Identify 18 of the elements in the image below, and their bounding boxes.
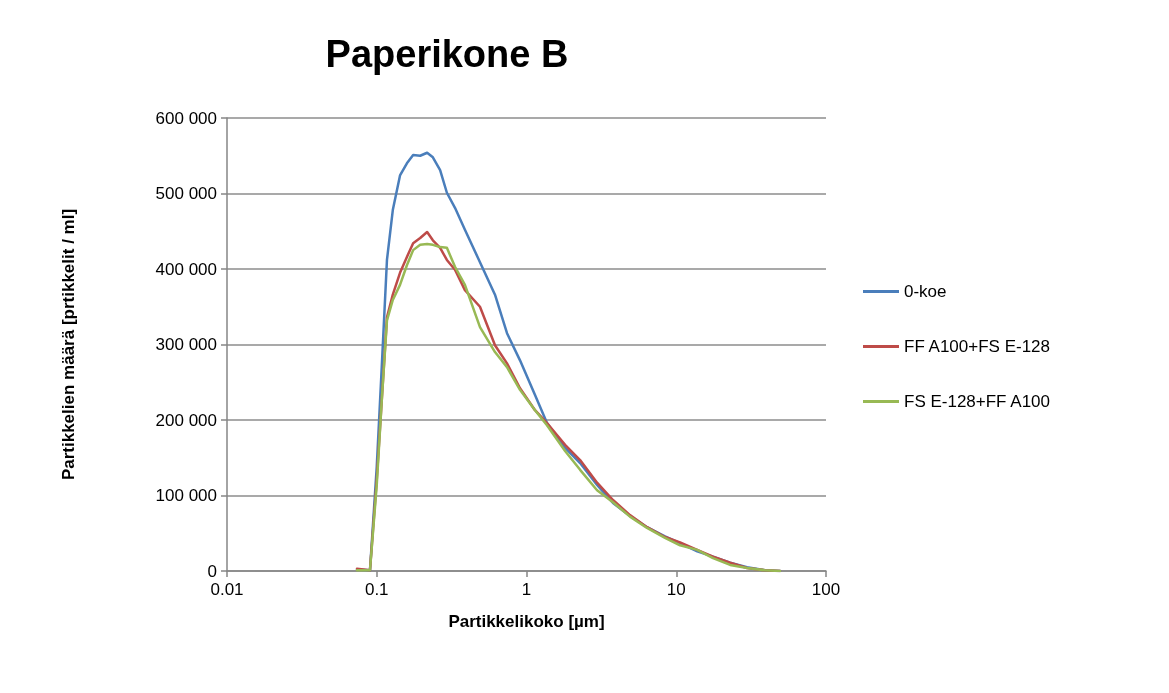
- y-tick-label: 200 000: [155, 410, 217, 430]
- x-tick-label: 0.01: [210, 580, 244, 599]
- y-tick-label: 300 000: [155, 335, 217, 354]
- x-tick-label: 100: [811, 580, 841, 599]
- x-tick-label: 1: [521, 580, 532, 599]
- legend-label: FS E-128+FF A100: [904, 392, 1050, 411]
- legend-label: FF A100+FS E-128: [904, 337, 1050, 356]
- y-axis-title: Partikkelien määrä [prtikkelit / ml]: [59, 208, 78, 481]
- y-tick-label: 100 000: [155, 486, 217, 505]
- y-tick-label: 500 000: [155, 184, 217, 203]
- legend-label: 0-koe: [904, 282, 947, 301]
- x-axis-title: Partikkelikoko [µm]: [448, 612, 605, 631]
- chart-title: Paperikone B: [325, 33, 569, 75]
- y-tick-label: 0: [207, 561, 217, 581]
- y-tick-label: 400 000: [155, 259, 217, 279]
- y-tick-label: 600 000: [155, 108, 217, 128]
- x-tick-label: 10: [666, 580, 686, 599]
- x-tick-label: 0.1: [364, 580, 389, 599]
